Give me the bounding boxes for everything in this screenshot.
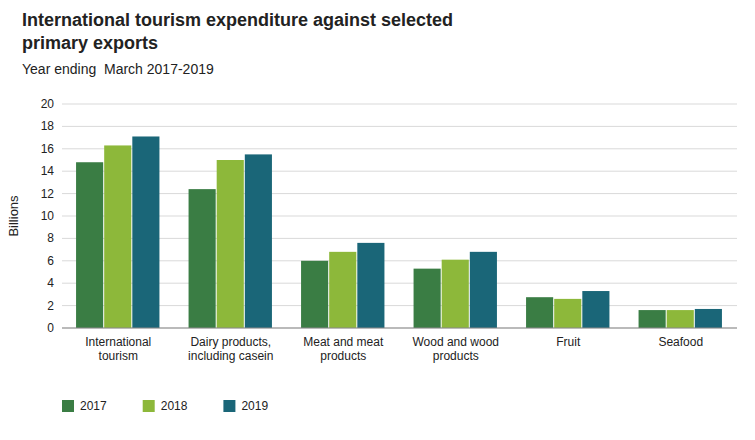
legend-label: 2019 xyxy=(241,399,268,413)
y-tick-label: 14 xyxy=(41,164,55,178)
x-tick-label-line: products xyxy=(320,349,366,363)
y-tick-label: 0 xyxy=(47,321,54,335)
x-tick-label-line: Dairy products, xyxy=(190,335,271,349)
title: International tourism expenditure agains… xyxy=(22,10,453,53)
y-tick-label: 4 xyxy=(47,276,54,290)
x-tick-label-line: Seafood xyxy=(658,335,703,349)
x-tick-label: Wood and woodproducts xyxy=(412,335,499,363)
grid-line xyxy=(62,328,737,329)
bar xyxy=(104,145,131,328)
x-tick-label: Meat and meatproducts xyxy=(303,335,384,363)
bar xyxy=(639,310,666,328)
y-tick-label: 8 xyxy=(47,231,54,245)
y-tick-label: 12 xyxy=(41,187,55,201)
y-axis-label: Billions xyxy=(6,195,21,237)
bar xyxy=(76,162,103,328)
legend-label: 2018 xyxy=(161,399,188,413)
legend-label: 2017 xyxy=(80,399,107,413)
grid-line xyxy=(62,171,737,172)
y-tick-label: 20 xyxy=(41,97,55,111)
chart-svg: International tourism expenditure agains… xyxy=(0,0,755,440)
y-tick-label: 2 xyxy=(47,299,54,313)
x-tick-label: Seafood xyxy=(658,335,703,349)
bar xyxy=(245,154,272,328)
subtitle: Year ending March 2017-2019 xyxy=(22,61,214,77)
x-tick-label-line: Meat and meat xyxy=(303,335,384,349)
x-tick-label-line: Wood and wood xyxy=(412,335,499,349)
y-tick-label: 18 xyxy=(41,119,55,133)
x-tick-label: Fruit xyxy=(556,335,581,349)
bar xyxy=(189,189,216,328)
legend-swatch xyxy=(62,400,74,412)
bar xyxy=(470,252,497,328)
grid-line xyxy=(62,260,737,261)
grid-line xyxy=(62,238,737,239)
bar xyxy=(301,261,328,328)
y-tick-label: 6 xyxy=(47,254,54,268)
bar xyxy=(554,299,581,328)
legend: 2017 2018 2019 xyxy=(62,399,268,413)
bar xyxy=(414,269,441,328)
x-tick-label-line: products xyxy=(433,349,479,363)
legend-swatch xyxy=(143,400,155,412)
bar xyxy=(667,310,694,328)
x-axis-line xyxy=(62,328,737,329)
y-tick-label: 16 xyxy=(41,142,55,156)
x-tick-label: Internationaltourism xyxy=(85,335,151,363)
chart-container: International tourism expenditure agains… xyxy=(0,0,755,440)
x-tick-label-line: including casein xyxy=(188,349,273,363)
x-tick-label-line: tourism xyxy=(99,349,138,363)
grid-line xyxy=(62,126,737,127)
title-line: International tourism expenditure agains… xyxy=(22,10,453,30)
grid-line xyxy=(62,193,737,194)
bar xyxy=(357,243,384,328)
x-tick-label-line: Fruit xyxy=(556,335,581,349)
y-tick-label: 10 xyxy=(41,209,55,223)
grid xyxy=(62,104,737,328)
bar xyxy=(217,160,244,328)
bar xyxy=(329,252,356,328)
title-line: primary exports xyxy=(22,33,158,53)
grid-line xyxy=(62,283,737,284)
legend-swatch xyxy=(223,400,235,412)
bar xyxy=(132,136,159,328)
bar xyxy=(695,309,722,328)
grid-line xyxy=(62,216,737,217)
bars xyxy=(76,136,722,328)
grid-line xyxy=(62,148,737,149)
bar xyxy=(442,260,469,328)
x-tick-label: Dairy products,including casein xyxy=(188,335,273,363)
bar xyxy=(526,297,553,328)
grid-line xyxy=(62,305,737,306)
x-tick-label-line: International xyxy=(85,335,151,349)
grid-line xyxy=(62,104,737,105)
bar xyxy=(582,291,609,328)
